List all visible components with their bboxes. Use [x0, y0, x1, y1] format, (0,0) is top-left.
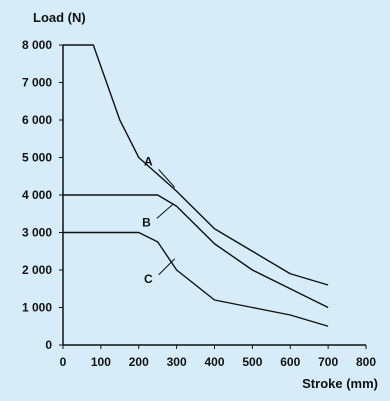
x-tick-label: 600 [280, 355, 300, 369]
y-tick-label: 0 [45, 338, 52, 352]
y-tick-label: 3 000 [22, 226, 52, 240]
y-tick-label: 8 000 [22, 38, 52, 52]
x-axis-title: Stroke (mm) [302, 376, 378, 391]
curve-label-c: C [144, 272, 153, 286]
x-tick-label: 500 [242, 355, 262, 369]
x-tick-label: 700 [318, 355, 338, 369]
y-tick-label: 4 000 [22, 188, 52, 202]
x-tick-label: 200 [129, 355, 149, 369]
x-tick-label: 300 [167, 355, 187, 369]
y-tick-label: 2 000 [22, 263, 52, 277]
y-axis-title: Load (N) [33, 10, 86, 25]
y-tick-label: 6 000 [22, 113, 52, 127]
curve-label-a: A [144, 155, 153, 169]
x-tick-label: 0 [60, 355, 67, 369]
y-tick-label: 5 000 [22, 151, 52, 165]
y-tick-label: 7 000 [22, 76, 52, 90]
y-tick-label: 1 000 [22, 301, 52, 315]
x-tick-label: 100 [91, 355, 111, 369]
x-tick-label: 400 [204, 355, 224, 369]
x-tick-label: 800 [356, 355, 376, 369]
curve-label-b: B [142, 215, 151, 229]
